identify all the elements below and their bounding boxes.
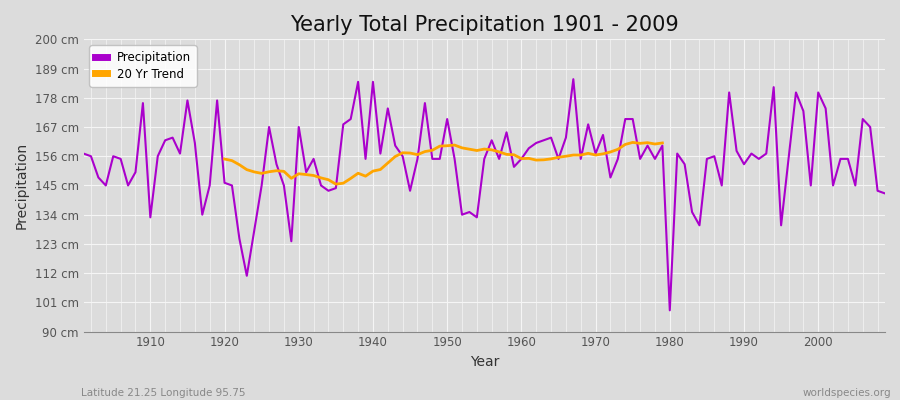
20 Yr Trend <box>293 171 304 176</box>
20 Yr Trend <box>338 181 348 186</box>
20 Yr Trend <box>330 182 341 186</box>
Precipitation <box>301 170 311 174</box>
Precipitation <box>612 156 623 161</box>
20 Yr Trend <box>501 152 512 157</box>
Text: worldspecies.org: worldspecies.org <box>803 388 891 398</box>
Line: Precipitation: Precipitation <box>84 79 885 310</box>
Precipitation <box>346 117 356 122</box>
20 Yr Trend <box>367 169 378 174</box>
20 Yr Trend <box>627 140 638 145</box>
Precipitation <box>568 77 579 82</box>
Precipitation <box>879 191 890 196</box>
Line: 20 Yr Trend: 20 Yr Trend <box>224 142 662 184</box>
X-axis label: Year: Year <box>470 355 499 369</box>
Legend: Precipitation, 20 Yr Trend: Precipitation, 20 Yr Trend <box>89 45 196 86</box>
Precipitation <box>664 308 675 313</box>
20 Yr Trend <box>375 167 386 172</box>
20 Yr Trend <box>657 140 668 145</box>
Precipitation <box>138 101 148 106</box>
Title: Yearly Total Precipitation 1901 - 2009: Yearly Total Precipitation 1901 - 2009 <box>290 15 679 35</box>
Y-axis label: Precipitation: Precipitation <box>15 142 29 229</box>
Precipitation <box>78 151 89 156</box>
20 Yr Trend <box>353 171 364 176</box>
Precipitation <box>508 164 519 169</box>
Precipitation <box>516 156 526 161</box>
Text: Latitude 21.25 Longitude 95.75: Latitude 21.25 Longitude 95.75 <box>81 388 246 398</box>
20 Yr Trend <box>219 157 230 162</box>
